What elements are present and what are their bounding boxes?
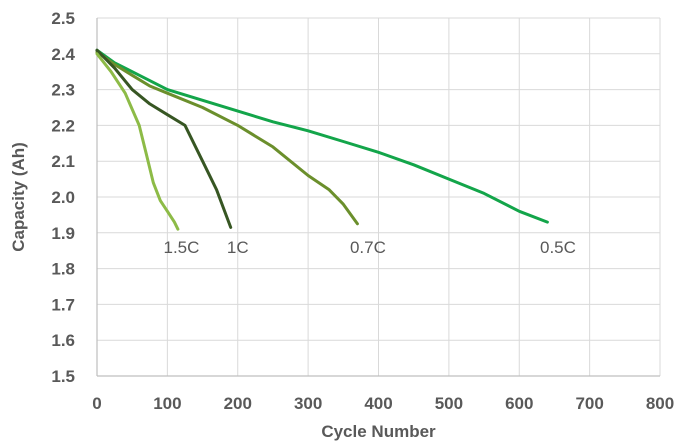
x-tick-label: 500	[435, 394, 463, 413]
y-tick-label: 2.0	[51, 188, 75, 207]
x-tick-label: 200	[224, 394, 252, 413]
x-axis-title: Cycle Number	[321, 422, 436, 441]
x-tick-label: 300	[294, 394, 322, 413]
series-line-1c	[95, 48, 233, 229]
y-tick-label: 2.5	[51, 9, 75, 28]
x-tick-label: 0	[92, 394, 101, 413]
y-tick-label: 1.9	[51, 224, 75, 243]
y-axis-title: Capacity (Ah)	[9, 142, 28, 252]
x-tick-label: 700	[575, 394, 603, 413]
y-tick-labels: 2.5 2.4 2.3 2.2 2.1 2.0 1.9 1.8 1.7 1.6 1.5	[51, 9, 75, 386]
x-tick-label: 400	[364, 394, 392, 413]
x-tick-label: 800	[646, 394, 674, 413]
series-line-0-5c	[95, 48, 549, 224]
series-label: 0.5C	[540, 238, 576, 257]
y-tick-label: 1.6	[51, 331, 75, 350]
y-tick-label: 1.5	[51, 367, 75, 386]
series-label: 0.7C	[350, 238, 386, 257]
series-label-group: 1.5C 1C 0.7C 0.5C	[163, 238, 575, 257]
y-tick-label: 2.2	[51, 116, 75, 135]
x-tick-labels: 0 100 200 300 400 500 600 700 800	[92, 394, 674, 413]
y-tick-label: 1.7	[51, 295, 75, 314]
y-tick-label: 2.1	[51, 152, 75, 171]
y-tick-label: 2.3	[51, 81, 75, 100]
series-label: 1.5C	[163, 238, 199, 257]
series-lines	[95, 48, 549, 231]
x-tick-label: 600	[505, 394, 533, 413]
gridlines	[96, 17, 661, 377]
axes	[96, 18, 660, 377]
y-tick-label: 2.4	[51, 45, 75, 64]
series-label: 1C	[227, 238, 249, 257]
series-line-1-5c	[95, 52, 180, 231]
x-tick-label: 100	[153, 394, 181, 413]
y-tick-label: 1.8	[51, 260, 75, 279]
series-line-0-7c	[95, 50, 359, 226]
